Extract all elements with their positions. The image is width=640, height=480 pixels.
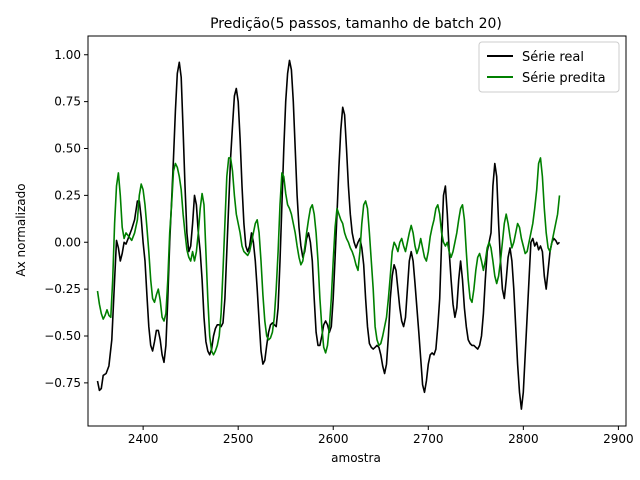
y-tick-label: 1.00: [54, 48, 81, 62]
x-axis-label: amostra: [331, 451, 381, 465]
y-tick-label: 0.50: [54, 142, 81, 156]
y-tick-label: 0.25: [54, 188, 81, 202]
y-tick-label: 0.75: [54, 95, 81, 109]
x-tick-label: 2500: [223, 432, 254, 446]
plot-area: [87, 35, 627, 427]
y-axis: −0.75 −0.50 −0.25 0.00 0.25 0.50 0.75 1.00: [44, 48, 88, 390]
x-axis: 2400 2500 2600 2700 2800 2900: [128, 426, 634, 446]
legend-box: [478, 41, 620, 93]
series-line-0: [96, 59, 561, 410]
x-tick-label: 2900: [603, 432, 634, 446]
chart-title: Predição(5 passos, tamanho de batch 20): [210, 16, 502, 32]
y-tick-label: −0.50: [44, 329, 81, 343]
x-tick-label: 2600: [318, 432, 349, 446]
y-tick-label: 0.00: [54, 235, 81, 249]
series-line-1: [96, 157, 561, 356]
y-axis-label: Ax normalizado: [14, 183, 28, 276]
x-tick-label: 2400: [128, 432, 159, 446]
legend-label-0: Série real: [522, 50, 584, 65]
x-tick-label: 2800: [508, 432, 539, 446]
legend-label-1: Série predita: [522, 71, 606, 86]
x-tick-label: 2700: [413, 432, 444, 446]
axes-frame: [87, 35, 627, 427]
y-tick-label: −0.25: [44, 282, 81, 296]
legend: Série real Série predita: [478, 41, 620, 93]
y-tick-label: −0.75: [44, 376, 81, 390]
